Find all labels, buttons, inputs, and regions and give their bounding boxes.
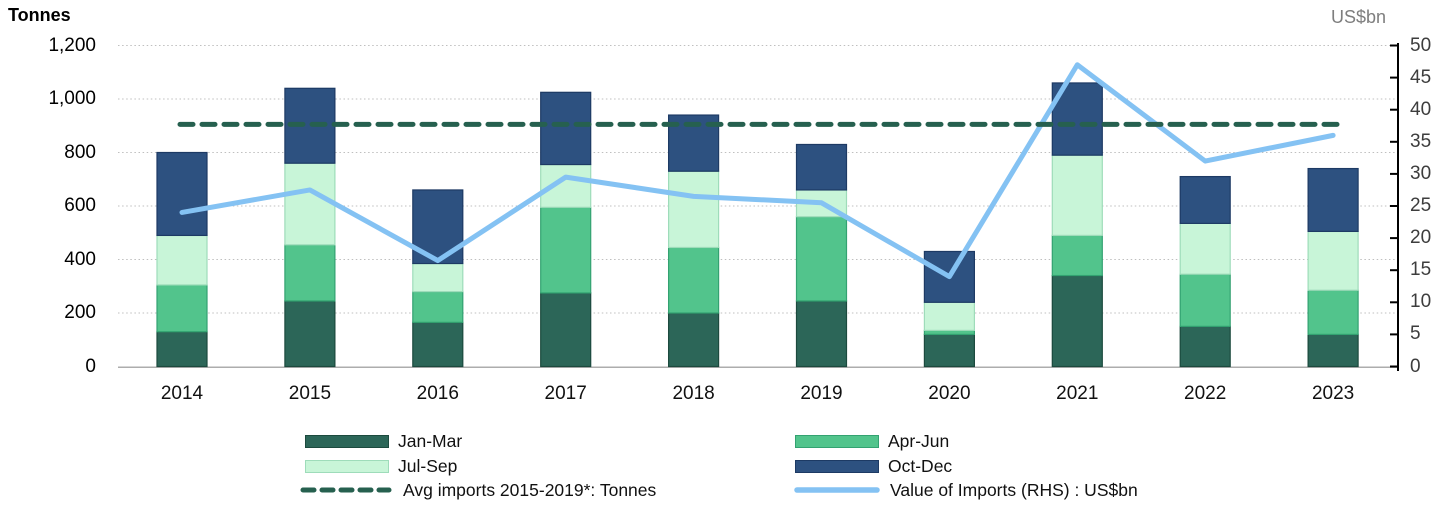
bar-segment-jul-sep-2020 (923, 301, 976, 331)
bar-segment-oct-dec-2019 (795, 143, 848, 191)
bar-segment-jan-mar-2014 (156, 331, 208, 368)
x-axis-year-label: 2020 (928, 383, 971, 404)
right-axis-tick-label: 35 (1410, 130, 1432, 152)
value-of-imports-line (179, 62, 1336, 280)
x-axis-year-label: 2015 (288, 383, 332, 404)
bar-segment-jan-mar-2021 (1051, 274, 1103, 368)
bar-segment-apr-jun-2021 (1051, 234, 1103, 277)
x-axis-year-label: 2022 (1184, 383, 1227, 404)
bar-segment-apr-jun-2014 (156, 284, 208, 333)
bar-segment-oct-dec-2014 (156, 151, 208, 237)
bar-segment-jan-mar-2020 (923, 333, 976, 368)
bar-segment-apr-jun-2022 (1179, 273, 1231, 327)
x-axis-year-label: 2018 (672, 383, 715, 404)
right-axis-tick-label: 20 (1410, 227, 1432, 249)
bar-segment-jan-mar-2023 (1307, 333, 1359, 368)
bar-segment-apr-jun-2016 (412, 291, 464, 323)
bar-segment-apr-jun-2018 (667, 246, 720, 314)
x-axis-year-label: 2023 (1311, 383, 1355, 404)
right-axis-tick-label: 25 (1410, 195, 1432, 216)
bar-segment-jan-mar-2017 (540, 292, 592, 368)
bar-segment-jul-sep-2015 (284, 162, 336, 246)
bar-segment-jan-mar-2022 (1179, 325, 1231, 368)
bar-segment-jul-sep-2021 (1051, 154, 1103, 237)
right-axis-tick-label: 30 (1410, 162, 1432, 184)
bar-segment-jan-mar-2019 (795, 300, 848, 368)
left-axis-tick-label: 600 (64, 195, 96, 216)
x-axis-year-label: 2014 (160, 383, 204, 404)
right-axis-tick-label: 45 (1410, 66, 1432, 88)
right-axis-tick-label: 40 (1410, 98, 1432, 120)
bar-segment-apr-jun-2019 (795, 216, 848, 302)
right-axis-tick-label: 0 (1410, 355, 1421, 377)
right-axis-tick-label: 50 (1410, 34, 1432, 56)
left-axis-tick-label: 800 (64, 141, 96, 163)
left-axis-tick-label: 1,000 (48, 88, 96, 109)
right-axis-tick-label: 15 (1410, 259, 1432, 281)
bar-segment-jul-sep-2023 (1307, 230, 1359, 291)
x-axis-year-label: 2021 (1056, 383, 1099, 404)
left-axis-title: Tonnes (8, 5, 71, 25)
bar-segment-jul-sep-2018 (667, 170, 720, 249)
bar-segment-jul-sep-2022 (1179, 222, 1231, 275)
bar-segment-jul-sep-2014 (156, 234, 208, 286)
bar-segment-oct-dec-2017 (540, 91, 592, 166)
left-axis-tick-label: 200 (64, 302, 96, 323)
bar-segment-jan-mar-2015 (284, 300, 336, 368)
bar-segment-jul-sep-2016 (412, 262, 464, 293)
left-axis-tick-label: 0 (85, 355, 96, 377)
bar-segment-jan-mar-2016 (412, 321, 464, 368)
bar-segment-apr-jun-2015 (284, 244, 336, 302)
x-axis-year-label: 2017 (544, 383, 587, 404)
x-axis-year-label: 2019 (800, 383, 843, 404)
left-axis-tick-label: 1,200 (48, 34, 96, 56)
right-axis-title: US$bn (1330, 7, 1386, 27)
bar-segment-jan-mar-2018 (667, 312, 720, 368)
bar-segment-apr-jun-2017 (540, 206, 592, 294)
left-axis-tick-label: 400 (64, 248, 96, 270)
x-axis-year-label: 2016 (416, 383, 459, 404)
bar-segment-oct-dec-2023 (1307, 167, 1359, 233)
right-axis-tick-label: 5 (1410, 323, 1421, 345)
bar-segment-apr-jun-2020 (923, 329, 976, 336)
bar-segment-oct-dec-2022 (1179, 175, 1231, 224)
right-axis-tick-label: 10 (1410, 291, 1432, 313)
bar-segment-apr-jun-2023 (1307, 289, 1359, 336)
